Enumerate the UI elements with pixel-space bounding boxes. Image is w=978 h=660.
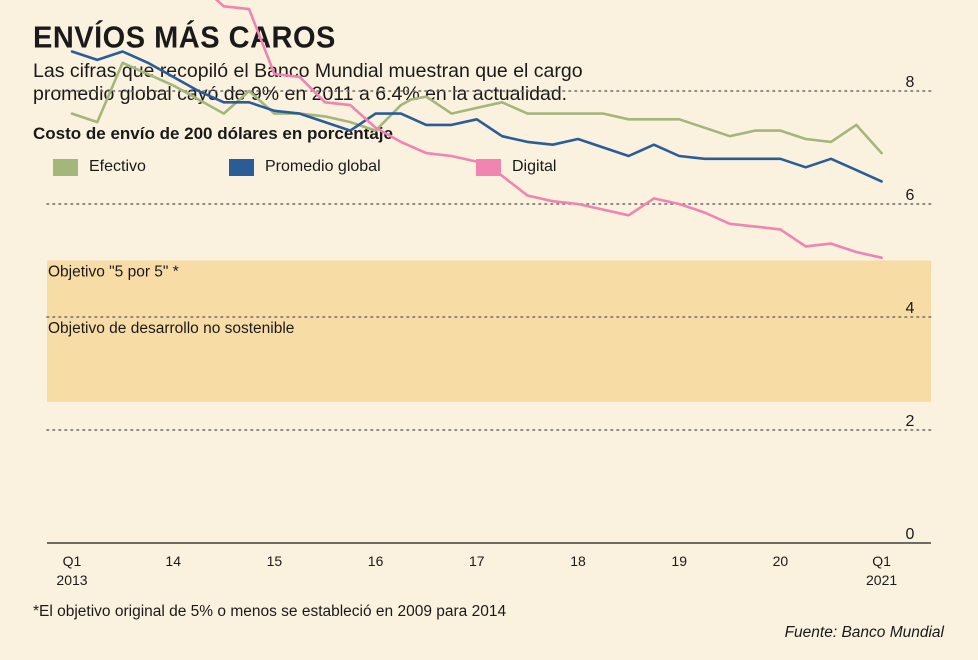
chart-title: ENVÍOS MÁS CAROS: [33, 21, 336, 55]
y-tick-label-0: 0: [906, 526, 915, 543]
footnote: *El objetivo original de 5% o menos se e…: [33, 603, 507, 620]
legend: Efectivo Promedio global Digital: [0, 158, 978, 180]
band-label-0: Objetivo "5 por 5" *: [48, 264, 179, 281]
x-tick-label-4: 17: [469, 553, 485, 569]
legend-swatch-efectivo: [53, 158, 78, 176]
y-tick-label-4: 4: [906, 300, 915, 317]
chart-heading: Costo de envío de 200 dólares en porcent…: [33, 124, 393, 143]
band-1: [47, 317, 931, 402]
band-0: [47, 260, 931, 317]
legend-label-efectivo: Efectivo: [89, 158, 146, 175]
y-tick-label-8: 8: [906, 74, 915, 91]
x-tick-label-2: 15: [267, 553, 283, 569]
x-tick-label-3: 16: [368, 553, 384, 569]
x-axis: Q1 2013 14 15 16 17 18 19 20 Q1 2021: [47, 542, 931, 588]
x-tick-label-7: 20: [773, 553, 789, 569]
x-tick-sublabel-0: 2013: [56, 572, 87, 588]
x-tick-label-5: 18: [570, 553, 586, 569]
series-lines: [70, 0, 883, 260]
y-tick-label-2: 2: [906, 413, 915, 430]
x-tick-label-1: 14: [165, 553, 181, 569]
x-tick-label-6: 19: [671, 553, 687, 569]
source-note: Fuente: Banco Mundial: [784, 624, 944, 641]
x-tick-sublabel-8: 2021: [866, 572, 897, 588]
y-tick-label-6: 6: [906, 187, 915, 204]
target-bands: Objetivo "5 por 5" * Objetivo de desarrol…: [47, 260, 931, 402]
x-tick-label-0: Q1: [63, 553, 82, 569]
legend-item-promedio-global: Promedio global: [229, 158, 381, 176]
legend-swatch-promedio-global: [229, 158, 254, 176]
legend-item-efectivo: Efectivo: [53, 158, 146, 176]
series-line-digital: [214, 0, 883, 260]
series-line-efectivo: [70, 61, 883, 155]
series-line-promedio: [70, 50, 883, 183]
legend-label-digital: Digital: [512, 158, 557, 175]
band-label-1: Objetivo de desarrollo no sostenible: [48, 320, 294, 337]
x-tick-label-8: Q1: [872, 553, 891, 569]
legend-label-promedio-global: Promedio global: [265, 158, 381, 175]
gridlines: 024681012: [46, 74, 932, 543]
